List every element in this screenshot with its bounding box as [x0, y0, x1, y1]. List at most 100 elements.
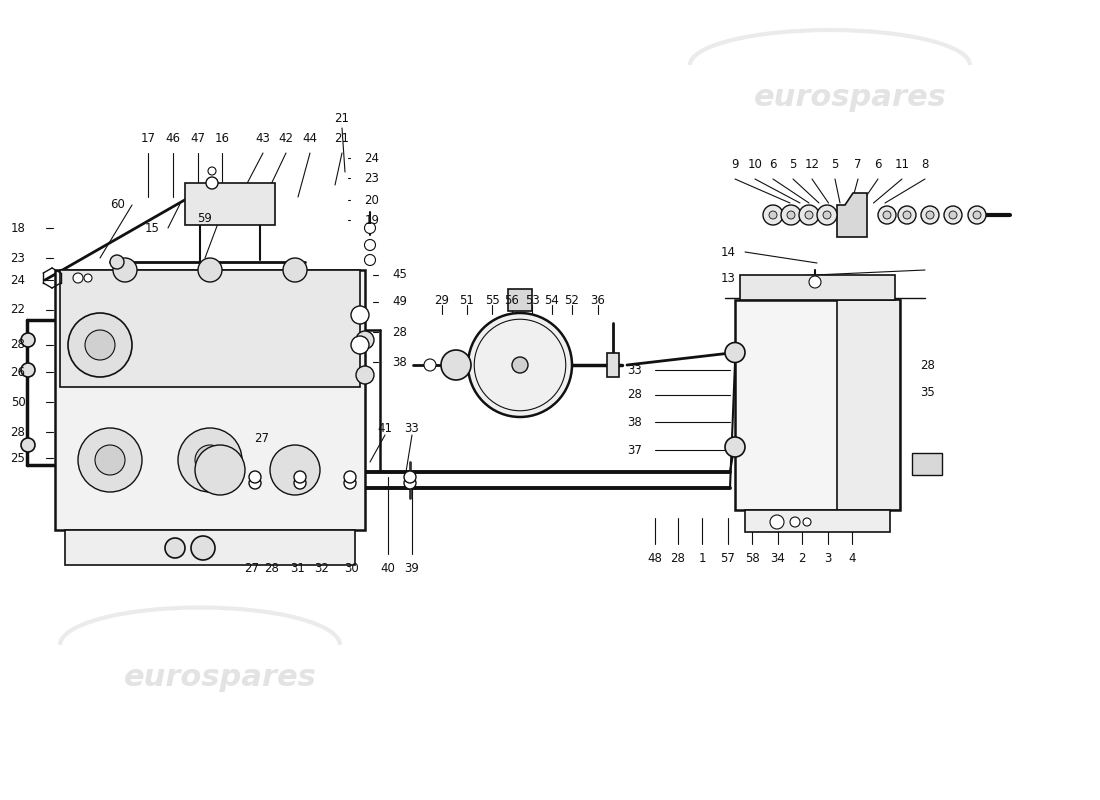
- Circle shape: [249, 471, 261, 483]
- Circle shape: [294, 477, 306, 489]
- Text: 58: 58: [745, 551, 759, 565]
- Text: 33: 33: [405, 422, 419, 434]
- Circle shape: [344, 477, 356, 489]
- Circle shape: [968, 206, 986, 224]
- Circle shape: [725, 342, 745, 362]
- Text: 33: 33: [628, 363, 642, 377]
- Circle shape: [883, 211, 891, 219]
- Text: 31: 31: [290, 562, 306, 574]
- Text: 14: 14: [720, 246, 736, 258]
- Circle shape: [85, 330, 116, 360]
- Circle shape: [78, 428, 142, 492]
- Text: 10: 10: [748, 158, 762, 171]
- Circle shape: [206, 177, 218, 189]
- Polygon shape: [837, 193, 867, 237]
- Circle shape: [512, 357, 528, 373]
- Text: 7: 7: [855, 158, 861, 171]
- Text: 12: 12: [804, 158, 820, 171]
- Circle shape: [944, 206, 962, 224]
- Text: 57: 57: [720, 551, 736, 565]
- Circle shape: [364, 254, 375, 266]
- Text: 28: 28: [11, 338, 25, 351]
- Circle shape: [21, 333, 35, 347]
- Text: 17: 17: [141, 131, 155, 145]
- Text: 6: 6: [874, 158, 882, 171]
- Text: 38: 38: [628, 415, 642, 429]
- Circle shape: [790, 517, 800, 527]
- Circle shape: [95, 445, 125, 475]
- Text: 28: 28: [393, 326, 407, 338]
- FancyBboxPatch shape: [60, 270, 360, 387]
- Text: 24: 24: [11, 274, 25, 286]
- Circle shape: [781, 205, 801, 225]
- Text: 28: 28: [671, 551, 685, 565]
- Text: 36: 36: [591, 294, 605, 306]
- Text: 45: 45: [393, 269, 407, 282]
- Text: 19: 19: [364, 214, 380, 226]
- FancyBboxPatch shape: [185, 183, 275, 225]
- Text: 37: 37: [628, 443, 642, 457]
- FancyBboxPatch shape: [740, 275, 895, 300]
- Circle shape: [770, 515, 784, 529]
- Text: 43: 43: [255, 131, 271, 145]
- Circle shape: [424, 359, 436, 371]
- Text: 56: 56: [505, 294, 519, 306]
- Text: 8: 8: [922, 158, 928, 171]
- Text: 20: 20: [364, 194, 380, 206]
- Text: 44: 44: [302, 131, 318, 145]
- Circle shape: [974, 211, 981, 219]
- Text: 47: 47: [190, 131, 206, 145]
- Circle shape: [165, 538, 185, 558]
- Circle shape: [763, 205, 783, 225]
- Text: 34: 34: [771, 551, 785, 565]
- Circle shape: [294, 471, 306, 483]
- Circle shape: [73, 273, 82, 283]
- Circle shape: [903, 211, 911, 219]
- Text: 28: 28: [11, 426, 25, 438]
- Text: 26: 26: [11, 366, 25, 378]
- Text: 16: 16: [214, 131, 230, 145]
- FancyBboxPatch shape: [745, 510, 890, 532]
- Circle shape: [404, 477, 416, 489]
- Text: 15: 15: [144, 222, 159, 234]
- Text: 3: 3: [824, 551, 832, 565]
- Circle shape: [84, 274, 92, 282]
- Text: 28: 28: [628, 389, 642, 402]
- Circle shape: [949, 211, 957, 219]
- Circle shape: [198, 258, 222, 282]
- Text: 23: 23: [364, 171, 380, 185]
- Circle shape: [208, 167, 216, 175]
- Circle shape: [356, 331, 374, 349]
- FancyBboxPatch shape: [508, 289, 532, 311]
- Circle shape: [786, 211, 795, 219]
- Circle shape: [468, 313, 572, 417]
- Text: 54: 54: [544, 294, 560, 306]
- Text: 5: 5: [790, 158, 796, 171]
- Text: 27: 27: [244, 562, 260, 574]
- Circle shape: [878, 206, 896, 224]
- Circle shape: [356, 366, 374, 384]
- Text: 21: 21: [334, 111, 350, 125]
- Text: 53: 53: [525, 294, 539, 306]
- Circle shape: [113, 258, 138, 282]
- Circle shape: [808, 276, 821, 288]
- Circle shape: [344, 471, 356, 483]
- Text: 28: 28: [265, 562, 279, 574]
- Circle shape: [404, 471, 416, 483]
- Circle shape: [270, 445, 320, 495]
- Circle shape: [351, 306, 369, 324]
- Circle shape: [364, 239, 375, 250]
- Text: 39: 39: [405, 562, 419, 574]
- Circle shape: [725, 437, 745, 457]
- Text: 18: 18: [11, 222, 25, 234]
- Circle shape: [21, 438, 35, 452]
- Text: 6: 6: [769, 158, 777, 171]
- Text: eurospares: eurospares: [754, 83, 946, 113]
- Text: 9: 9: [732, 158, 739, 171]
- Text: 4: 4: [848, 551, 856, 565]
- Circle shape: [921, 206, 939, 224]
- Text: 60: 60: [111, 198, 125, 211]
- FancyBboxPatch shape: [65, 530, 355, 565]
- Text: 35: 35: [921, 386, 935, 398]
- Circle shape: [195, 445, 226, 475]
